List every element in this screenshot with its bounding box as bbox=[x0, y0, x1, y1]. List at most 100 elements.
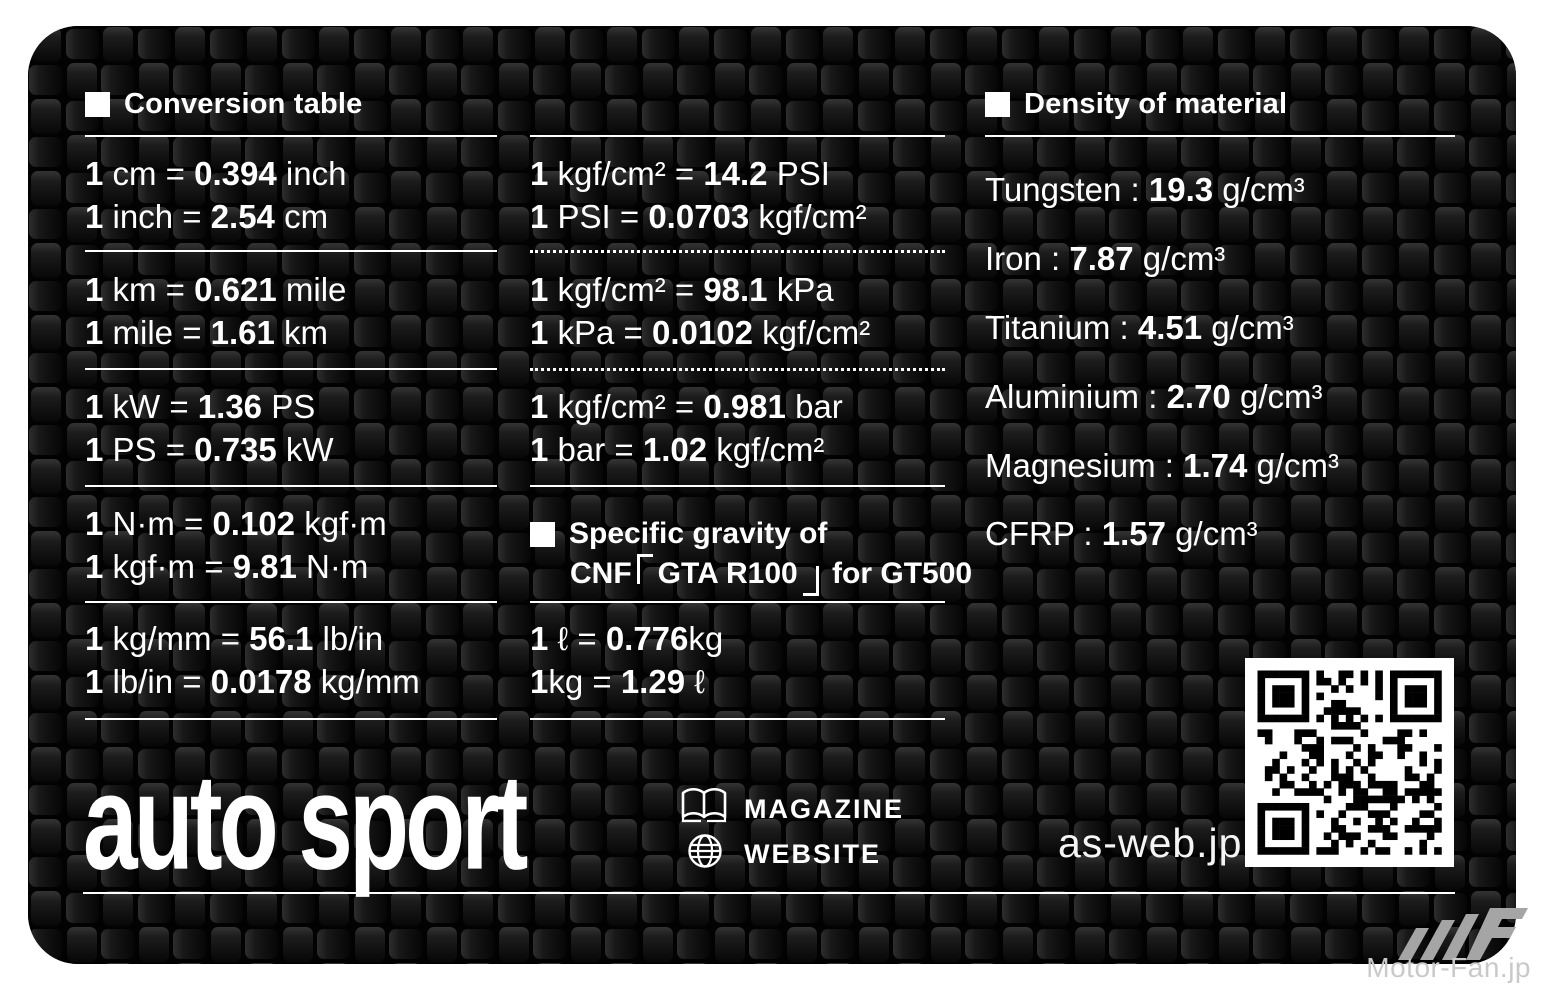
row-value: 0.0178 bbox=[210, 663, 312, 700]
row-units: ℓ bbox=[685, 663, 705, 700]
row-units: km = bbox=[103, 271, 195, 308]
row-number: 1 bbox=[530, 388, 549, 425]
row-value: 0.735 bbox=[194, 431, 277, 468]
conversion-row: 1 bar = 1.02 kgf/cm² bbox=[530, 428, 843, 471]
material-label: Titanium bbox=[985, 309, 1111, 346]
conversion-row: 1 cm = 0.394 inch bbox=[85, 152, 346, 195]
row-value: 0.776 bbox=[605, 620, 689, 657]
divider bbox=[85, 135, 497, 137]
square-bullet-icon bbox=[985, 92, 1010, 117]
divider bbox=[85, 485, 497, 487]
row-units: ℓ = bbox=[548, 620, 606, 657]
row-value: 0.621 bbox=[194, 271, 277, 308]
row-units: N·m bbox=[296, 548, 369, 585]
conversion-row: 1 N·m = 0.102 kgf·m bbox=[85, 502, 387, 545]
material-label: Magnesium bbox=[985, 447, 1156, 484]
website-globe-icon bbox=[688, 834, 722, 868]
row-number: 1 bbox=[530, 198, 549, 235]
material-label: CFRP bbox=[985, 515, 1075, 552]
row-number: 1 bbox=[85, 431, 104, 468]
dotted-divider bbox=[530, 368, 945, 371]
conversion-row: 1 kgf/cm² = 98.1 kPa bbox=[530, 268, 870, 311]
row-number: 1 bbox=[85, 155, 104, 192]
row-number: 1 bbox=[85, 505, 104, 542]
row-value: 1.29 bbox=[620, 663, 686, 700]
conversion-pair-torque: 1 N·m = 0.102 kgf·m 1 kgf·m = 9.81 N·m bbox=[85, 502, 387, 588]
density-unit: g/cm³ bbox=[1166, 515, 1258, 552]
section-title: Specific gravity of bbox=[569, 517, 828, 550]
row-units: kg/mm bbox=[311, 663, 420, 700]
density-value: 2.70 bbox=[1166, 378, 1231, 415]
density-unit: g/cm³ bbox=[1230, 378, 1323, 415]
row-value: 1.61 bbox=[210, 314, 275, 351]
row-number: 1 bbox=[530, 314, 549, 351]
row-number: 1 bbox=[85, 663, 104, 700]
conversion-row: 1 kgf·m = 9.81 N·m bbox=[85, 545, 387, 588]
separator: : bbox=[1155, 447, 1184, 484]
row-value: 0.0102 bbox=[652, 314, 753, 351]
separator: : bbox=[1074, 515, 1102, 552]
divider bbox=[530, 135, 945, 137]
row-units: kgf·m bbox=[295, 505, 387, 542]
material-label: Tungsten bbox=[985, 171, 1122, 208]
density-row-iron: Iron : 7.87 g/cm³ bbox=[985, 240, 1225, 278]
footer-divider bbox=[83, 892, 1455, 894]
section-title: Density of material bbox=[1024, 88, 1288, 120]
density-row-tungsten: Tungsten : 19.3 g/cm³ bbox=[985, 171, 1305, 209]
density-unit: g/cm³ bbox=[1133, 240, 1226, 277]
row-units: kPa bbox=[767, 271, 834, 308]
row-number: 1 bbox=[530, 620, 549, 657]
fuel-name: GTA R100 bbox=[657, 557, 798, 590]
row-value: 14.2 bbox=[703, 155, 768, 192]
row-units: kgf/cm² = bbox=[548, 271, 704, 308]
motor-fan-watermark: Motor-Fan.jp bbox=[1366, 952, 1531, 983]
density-unit: g/cm³ bbox=[1202, 309, 1294, 346]
magazine-book-icon bbox=[681, 787, 727, 823]
row-units: inch = bbox=[103, 198, 211, 235]
row-value: 56.1 bbox=[249, 620, 314, 657]
row-value: 1.02 bbox=[642, 431, 708, 468]
row-value: 0.102 bbox=[212, 505, 296, 542]
conversion-row: 1 kgf/cm² = 14.2 PSI bbox=[530, 152, 867, 195]
dotted-divider bbox=[530, 250, 945, 253]
material-label: Iron bbox=[985, 240, 1042, 277]
card-content: Conversion table 1 cm = 0.394 inch 1 inc… bbox=[28, 26, 1516, 964]
divider bbox=[85, 368, 497, 370]
separator: : bbox=[1110, 309, 1138, 346]
row-units: kgf/cm² bbox=[707, 431, 825, 468]
row-units: PSI bbox=[767, 155, 830, 192]
specific-gravity-pair: 1 ℓ = 0.776kg 1kg = 1.29 ℓ bbox=[530, 617, 723, 703]
row-units: N·m = bbox=[103, 505, 213, 542]
conversion-row: 1 PSI = 0.0703 kgf/cm² bbox=[530, 195, 867, 238]
reference-card: Conversion table 1 cm = 0.394 inch 1 inc… bbox=[28, 26, 1516, 964]
row-units: kg = bbox=[548, 663, 621, 700]
row-units: mile = bbox=[103, 314, 211, 351]
magazine-label: MAGAZINE bbox=[744, 794, 904, 824]
conversion-pair-length: 1 cm = 0.394 inch 1 inch = 2.54 cm bbox=[85, 152, 346, 238]
material-label: Aluminium bbox=[985, 378, 1140, 415]
row-number: 1 bbox=[530, 271, 549, 308]
corner-bracket-close-icon bbox=[802, 566, 819, 597]
row-number: 1 bbox=[530, 431, 549, 468]
density-value: 19.3 bbox=[1148, 171, 1214, 208]
row-value: 9.81 bbox=[232, 548, 297, 585]
row-units: kgf·m = bbox=[103, 548, 233, 585]
conversion-pair-power: 1 kW = 1.36 PS 1 PS = 0.735 kW bbox=[85, 385, 334, 471]
conversion-table-header: Conversion table bbox=[85, 88, 362, 121]
row-units: kg bbox=[688, 620, 724, 657]
row-units: kgf/cm² = bbox=[548, 155, 704, 192]
density-row-cfrp: CFRP : 1.57 g/cm³ bbox=[985, 515, 1258, 553]
row-value: 98.1 bbox=[703, 271, 768, 308]
row-units: bar bbox=[785, 388, 843, 425]
conversion-row: 1 kg/mm = 56.1 lb/in bbox=[85, 617, 420, 660]
fuel-name-suffix: for GT500 bbox=[823, 557, 973, 590]
conversion-row: 1 kW = 1.36 PS bbox=[85, 385, 334, 428]
conversion-pair-distance: 1 km = 0.621 mile 1 mile = 1.61 km bbox=[85, 268, 346, 354]
conversion-row: 1 kgf/cm² = 0.981 bar bbox=[530, 385, 843, 428]
density-row-magnesium: Magnesium : 1.74 g/cm³ bbox=[985, 447, 1339, 485]
row-value: 0.394 bbox=[194, 155, 277, 192]
divider bbox=[985, 135, 1455, 137]
pressure-pair-kpa: 1 kgf/cm² = 98.1 kPa 1 kPa = 0.0102 kgf/… bbox=[530, 268, 870, 354]
row-units: lb/in = bbox=[103, 663, 211, 700]
